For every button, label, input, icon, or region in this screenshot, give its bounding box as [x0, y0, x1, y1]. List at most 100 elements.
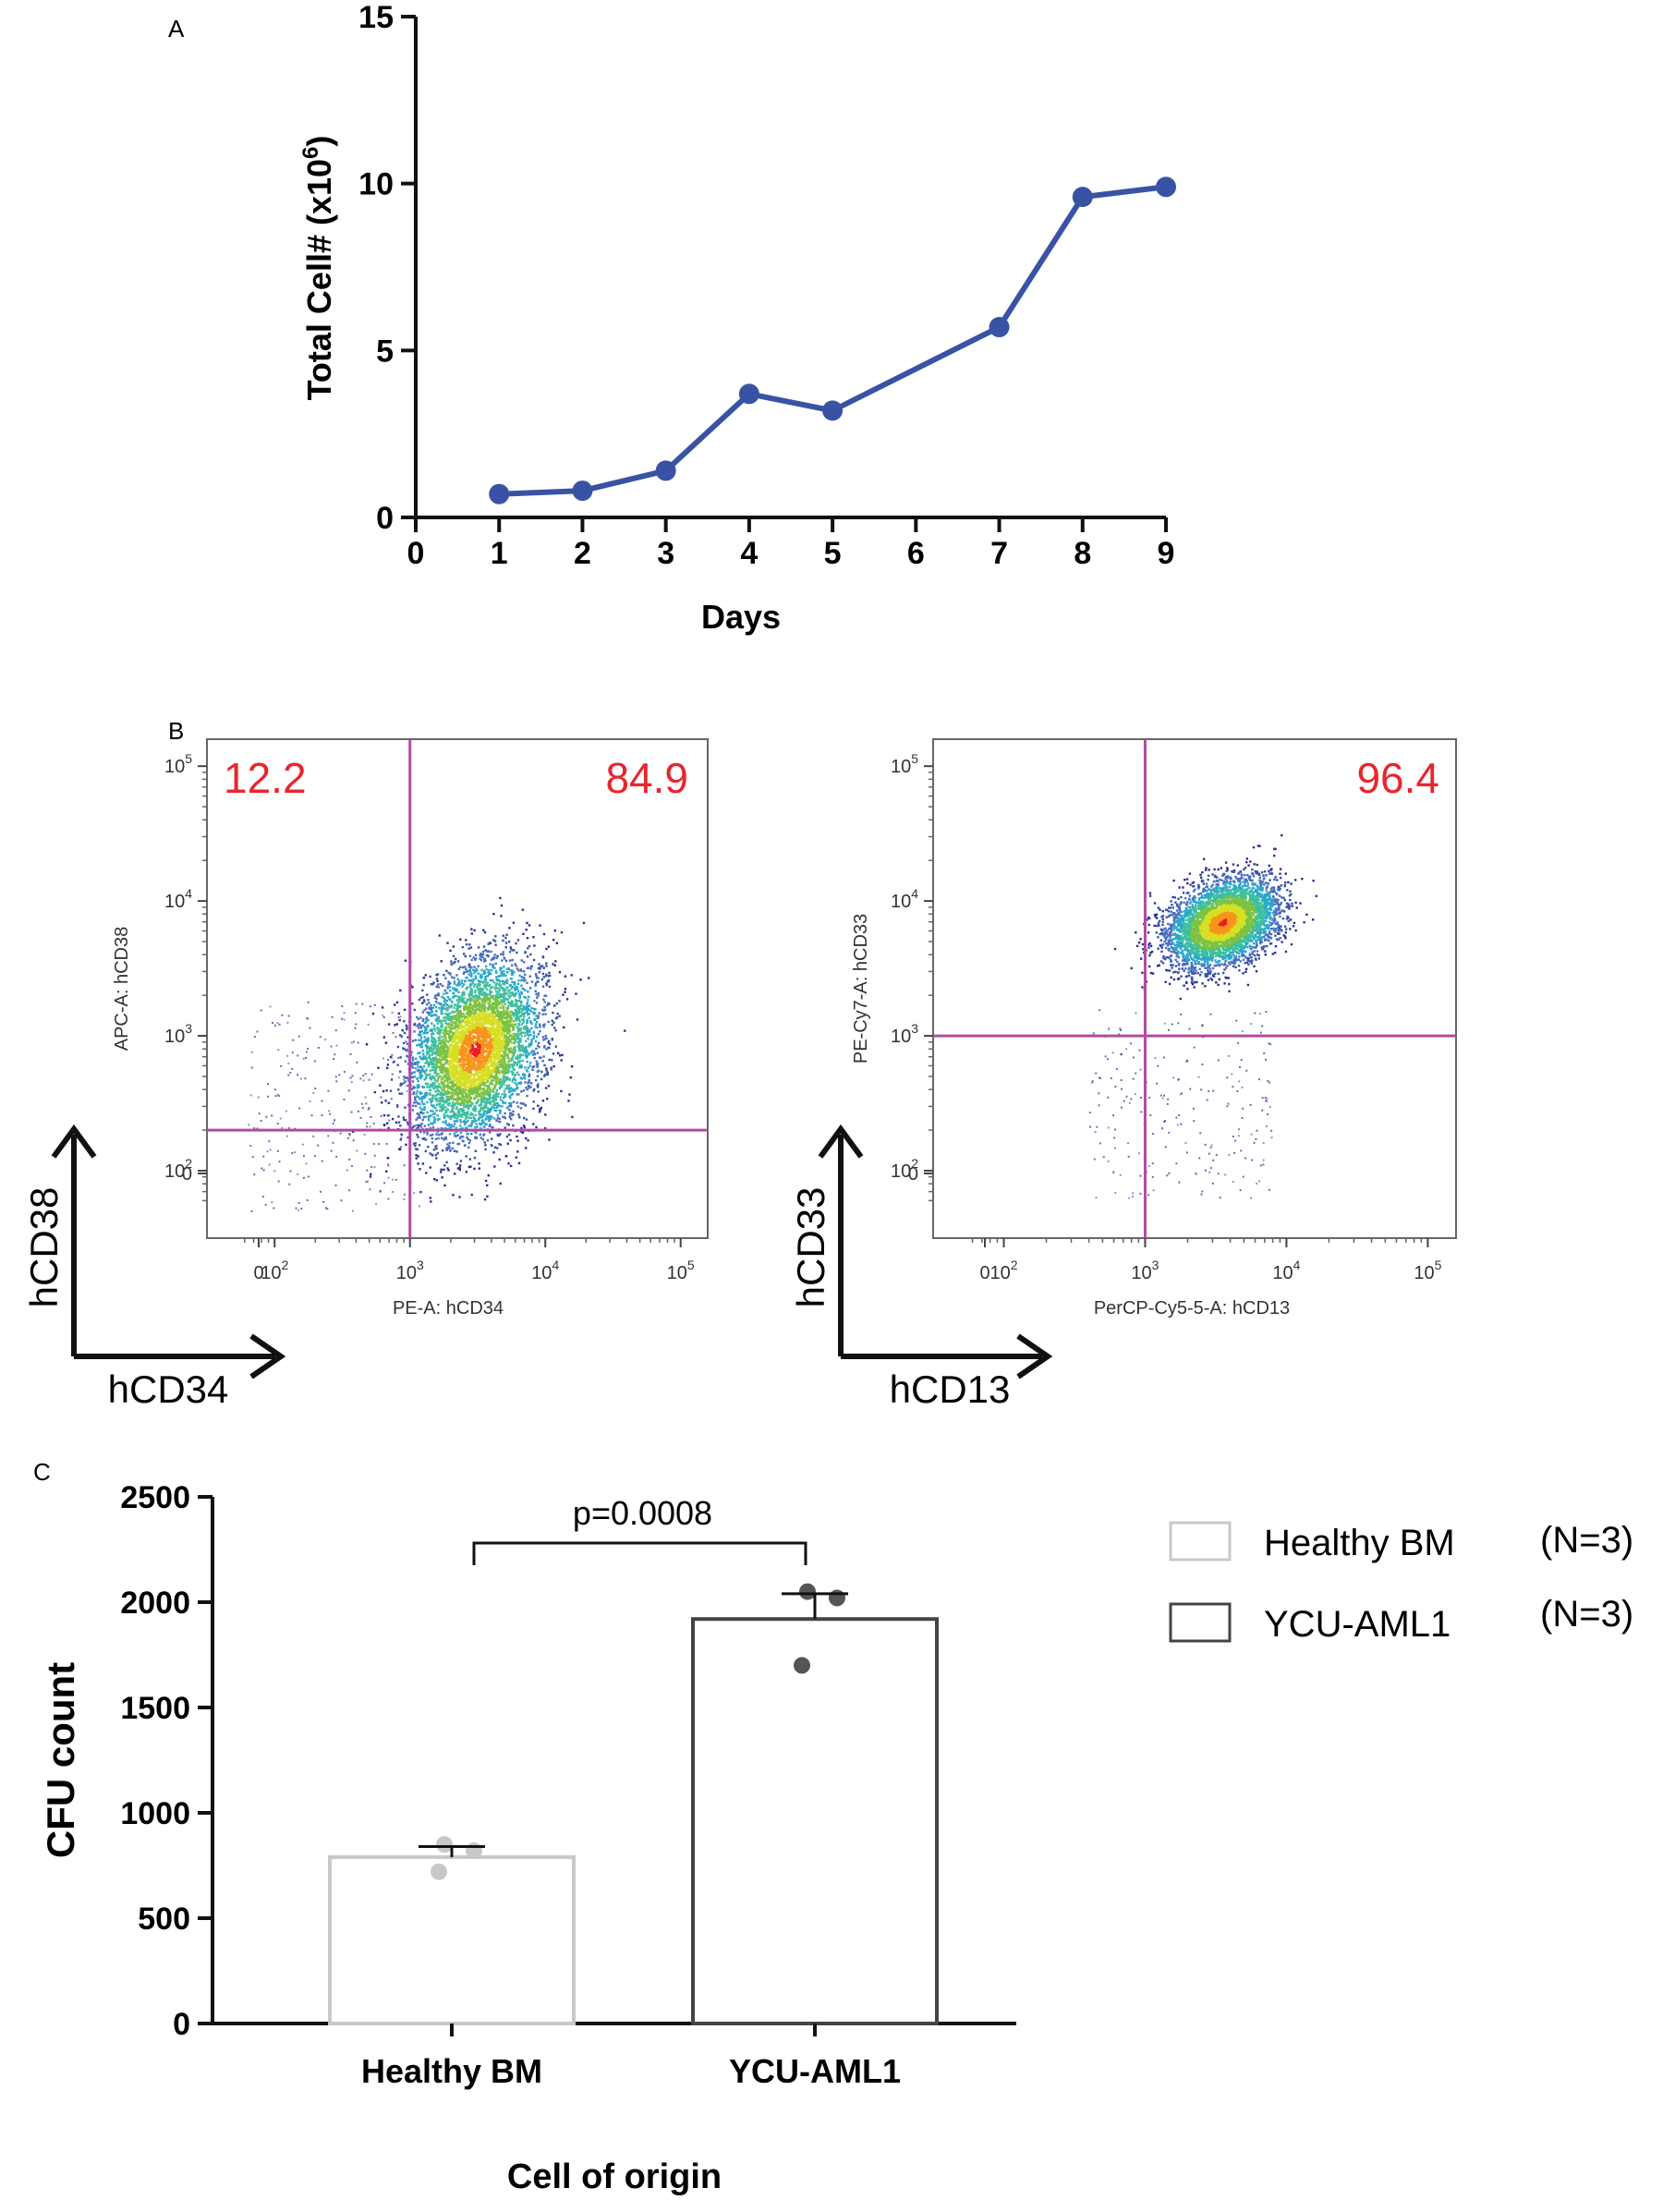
- flow-event: [465, 1043, 467, 1046]
- flow-event: [501, 995, 504, 998]
- flow-event: [489, 1109, 492, 1112]
- flow-event: [479, 1015, 482, 1019]
- flow-event: [496, 1068, 499, 1071]
- flow-event: [511, 1023, 514, 1026]
- flow-event: [448, 1034, 451, 1038]
- flow-event: [473, 971, 476, 975]
- flow-event: [445, 1006, 448, 1010]
- flow-event: [381, 1006, 384, 1009]
- flow-event: [502, 1020, 505, 1024]
- flow-event: [485, 1019, 488, 1022]
- flow-event: [501, 1065, 504, 1068]
- flow-event: [466, 1038, 468, 1041]
- flow-event: [480, 955, 484, 959]
- flow-event: [422, 1131, 426, 1134]
- flow-event: [532, 1035, 536, 1038]
- flow-event: [452, 1194, 455, 1197]
- flow-event: [429, 1073, 431, 1076]
- flow-event: [545, 965, 548, 967]
- flow-event: [514, 1073, 517, 1076]
- flow-event: [441, 1089, 443, 1092]
- flow-event: [484, 1100, 488, 1103]
- flow-event: [447, 1099, 450, 1101]
- flow-event: [520, 1065, 523, 1069]
- flow-event: [464, 1030, 467, 1034]
- flow-event: [492, 1048, 495, 1051]
- flow-event: [516, 988, 518, 991]
- flow-event: [497, 991, 501, 993]
- flow-event: [544, 1087, 548, 1089]
- flow-event: [469, 1069, 472, 1072]
- flow-event: [514, 1040, 516, 1043]
- a-x-tick-label: 7: [990, 536, 1008, 571]
- flow-event: [486, 1046, 489, 1050]
- flow-event: [488, 1015, 492, 1017]
- flow-event: [473, 991, 477, 993]
- flow-event: [438, 1031, 441, 1035]
- flow-event: [497, 1062, 500, 1064]
- flow-event: [493, 1103, 497, 1106]
- flow-event: [504, 1024, 508, 1027]
- flow-event: [480, 1034, 484, 1037]
- flow-event: [532, 1007, 536, 1011]
- flow-event: [441, 1045, 443, 1048]
- flow-event: [568, 1093, 571, 1096]
- flow-event: [521, 1048, 525, 1051]
- flow-event: [451, 1076, 454, 1079]
- flow-event: [417, 1155, 419, 1158]
- flow-event: [440, 1050, 443, 1053]
- flow-event: [491, 1016, 494, 1019]
- flow-event: [474, 1119, 477, 1122]
- flow-event: [465, 1114, 467, 1117]
- flow-event: [488, 971, 491, 974]
- flow-event: [471, 1102, 474, 1105]
- flow-event: [494, 986, 497, 989]
- flow-event: [498, 1057, 502, 1060]
- flow-event: [427, 1039, 430, 1042]
- flow-event: [474, 1051, 478, 1053]
- flow-event: [473, 1015, 476, 1017]
- flow-event: [486, 1195, 489, 1198]
- flow-event: [443, 1000, 446, 1003]
- flow-event: [570, 1065, 574, 1068]
- flow-event: [507, 1061, 510, 1063]
- flow-event: [514, 989, 516, 991]
- flow-event: [474, 1085, 478, 1088]
- flow-event: [418, 1039, 420, 1041]
- flow-event: [494, 970, 497, 973]
- flow-event: [477, 1023, 479, 1026]
- flow-event: [532, 1051, 536, 1054]
- flow-event: [440, 1028, 443, 1031]
- flow-event: [517, 969, 520, 972]
- flow-event: [407, 1123, 410, 1126]
- flow-event: [487, 1174, 490, 1177]
- flow-event: [518, 1061, 521, 1064]
- flow-event: [482, 1078, 485, 1081]
- flow-event: [499, 1082, 502, 1086]
- flow-event: [549, 974, 552, 978]
- flow-event: [507, 1084, 511, 1087]
- flow-event: [467, 1021, 470, 1024]
- flow-event: [525, 1045, 528, 1049]
- flow-event: [415, 1148, 418, 1150]
- flow-event: [525, 1118, 528, 1121]
- flow-event: [558, 970, 562, 974]
- flow-event: [507, 1105, 510, 1108]
- flow-event: [522, 1124, 526, 1127]
- flow-event: [457, 1014, 461, 1016]
- flow-event: [486, 1184, 489, 1186]
- flow-event: [423, 999, 426, 1002]
- flow-event: [505, 933, 508, 936]
- flow-event: [495, 956, 498, 960]
- flow-event: [523, 1125, 527, 1129]
- flow-event: [519, 1066, 522, 1069]
- flow-event: [480, 1007, 483, 1010]
- flow-event: [470, 975, 473, 978]
- flow-event: [551, 1059, 553, 1062]
- flow-event: [455, 1102, 457, 1105]
- flow-event: [461, 1136, 465, 1138]
- flow-event: [474, 993, 477, 997]
- flow-event: [402, 1041, 406, 1045]
- flow-event: [473, 983, 476, 986]
- flow-event: [480, 1078, 483, 1081]
